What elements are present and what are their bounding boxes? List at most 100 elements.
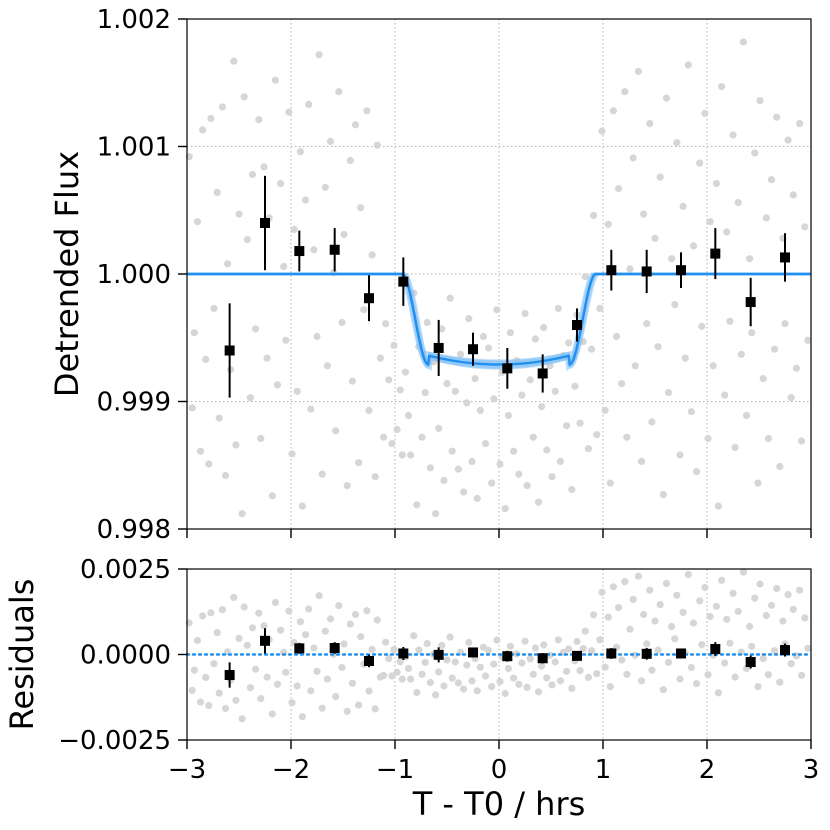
raw-data-point xyxy=(576,667,584,675)
raw-data-point xyxy=(518,391,526,399)
raw-data-point xyxy=(218,606,226,614)
x-axis-label: T - T0 / hrs xyxy=(412,785,586,823)
raw-data-point xyxy=(676,675,684,683)
raw-data-point xyxy=(340,230,348,239)
raw-data-point xyxy=(801,614,809,622)
raw-data-point xyxy=(662,579,671,588)
raw-data-point xyxy=(637,457,646,465)
raw-data-point xyxy=(363,607,371,615)
raw-data-point xyxy=(573,637,581,646)
raw-data-point xyxy=(721,391,729,399)
raw-data-point xyxy=(382,320,390,328)
raw-data-point xyxy=(490,660,498,668)
binned-data-point xyxy=(606,265,617,276)
raw-data-point xyxy=(230,593,238,602)
raw-data-point xyxy=(590,611,598,619)
raw-data-point xyxy=(689,619,698,627)
raw-data-point xyxy=(648,418,656,426)
raw-data-point xyxy=(215,414,223,422)
raw-data-point xyxy=(576,419,584,427)
raw-data-point xyxy=(421,658,429,667)
raw-data-point xyxy=(626,265,634,273)
raw-data-point xyxy=(485,646,493,655)
raw-data-point xyxy=(390,646,398,654)
raw-data-point xyxy=(751,594,759,602)
raw-data-point xyxy=(771,345,779,353)
raw-data-point xyxy=(460,488,468,496)
raw-data-point xyxy=(365,406,373,414)
raw-data-point xyxy=(463,661,471,669)
raw-data-point xyxy=(659,686,667,694)
raw-data-point xyxy=(668,255,676,263)
raw-data-point xyxy=(188,686,196,695)
raw-data-point xyxy=(601,406,609,414)
raw-data-point xyxy=(468,457,476,465)
raw-data-point xyxy=(224,260,232,268)
raw-data-point xyxy=(310,644,318,652)
raw-data-point xyxy=(232,441,240,449)
raw-data-point xyxy=(348,377,356,385)
raw-data-point xyxy=(762,611,770,620)
raw-data-point xyxy=(746,255,754,263)
raw-data-point xyxy=(479,643,487,651)
binned-data-point xyxy=(710,248,721,259)
raw-data-point xyxy=(684,570,692,579)
raw-data-point xyxy=(302,631,310,639)
raw-data-point xyxy=(651,617,659,625)
raw-data-point xyxy=(488,683,496,691)
raw-data-point xyxy=(737,350,745,358)
raw-data-point xyxy=(282,336,290,344)
raw-data-point xyxy=(748,329,756,337)
raw-data-point xyxy=(190,329,198,337)
raw-data-point xyxy=(684,61,692,69)
binned-data-point xyxy=(398,648,409,659)
raw-data-point xyxy=(332,427,340,435)
raw-data-point xyxy=(290,225,298,233)
raw-data-point xyxy=(190,666,198,674)
raw-data-point xyxy=(199,612,207,620)
raw-data-point xyxy=(448,447,456,455)
raw-data-point xyxy=(243,641,251,649)
raw-data-point xyxy=(637,677,646,685)
raw-data-point xyxy=(326,615,335,623)
raw-data-point xyxy=(526,655,534,663)
raw-data-point xyxy=(751,149,759,157)
raw-data-point xyxy=(521,637,529,645)
raw-data-point xyxy=(698,641,706,649)
raw-data-point xyxy=(773,113,781,121)
raw-data-point xyxy=(404,411,413,420)
raw-data-point xyxy=(288,450,296,458)
raw-data-point xyxy=(268,710,276,718)
raw-data-point xyxy=(754,479,762,487)
raw-data-point xyxy=(571,382,579,390)
raw-data-point xyxy=(488,479,496,487)
binned-data-point xyxy=(710,644,721,655)
raw-data-point xyxy=(473,687,481,695)
raw-data-point xyxy=(534,498,543,506)
binned-data-point xyxy=(329,244,340,255)
raw-data-point xyxy=(210,304,218,312)
raw-data-point xyxy=(338,663,346,672)
raw-data-point xyxy=(631,362,639,370)
raw-data-point xyxy=(456,350,465,358)
raw-data-point xyxy=(473,494,481,502)
raw-data-point xyxy=(712,602,721,610)
raw-data-point xyxy=(712,179,721,188)
raw-data-point xyxy=(784,591,792,599)
raw-data-point xyxy=(263,354,271,362)
raw-data-point xyxy=(271,598,279,607)
x-tick-label: −3 xyxy=(168,755,206,785)
raw-data-point xyxy=(255,116,263,124)
raw-data-point xyxy=(302,196,310,204)
raw-data-point xyxy=(554,304,562,312)
raw-data-point xyxy=(426,464,434,472)
raw-data-point xyxy=(438,641,446,649)
raw-data-point xyxy=(346,156,354,165)
raw-data-point xyxy=(584,673,593,682)
raw-data-point xyxy=(588,345,596,353)
raw-data-point xyxy=(621,88,629,96)
raw-data-point xyxy=(706,218,714,226)
raw-data-point xyxy=(199,126,207,134)
residuals-y-axis-label: Residuals xyxy=(3,579,41,731)
binned-data-point xyxy=(745,657,756,668)
